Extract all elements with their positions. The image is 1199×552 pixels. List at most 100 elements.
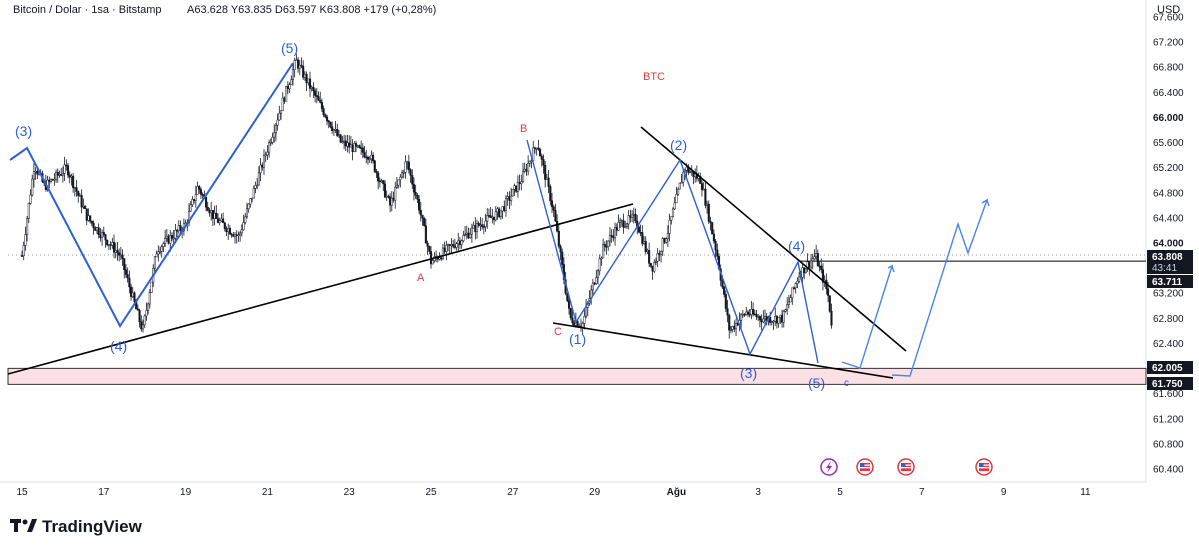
candle: [746, 309, 750, 318]
candle: [223, 221, 226, 232]
time-tick-label: 19: [180, 487, 192, 498]
candle: [312, 82, 315, 99]
candle: [380, 178, 383, 183]
time-tick-label: 21: [262, 487, 274, 498]
zone-bottom-tag: 61.750: [1147, 377, 1193, 390]
candle: [445, 240, 448, 261]
candle: [107, 244, 110, 251]
candle: [387, 194, 390, 199]
candle: [273, 124, 276, 143]
candle: [126, 267, 129, 283]
candle: [760, 314, 763, 331]
candle: [121, 249, 124, 266]
candle: [709, 216, 712, 231]
candle: [249, 197, 252, 208]
tradingview-logo-icon: [10, 519, 37, 532]
us-flag-event-icon[interactable]: [856, 458, 874, 476]
candle: [165, 229, 168, 242]
candle: [798, 272, 801, 284]
candle: [668, 213, 671, 242]
candle: [92, 220, 95, 235]
candle: [596, 268, 600, 285]
candle: [724, 290, 727, 313]
candle: [336, 123, 339, 138]
candle: [322, 105, 325, 118]
candle: [424, 218, 427, 244]
candle: [796, 277, 799, 289]
candle: [750, 301, 753, 320]
candle: [99, 228, 102, 242]
candle: [625, 222, 629, 229]
candle: [78, 193, 81, 197]
candle: [211, 210, 214, 227]
candle: [109, 241, 112, 250]
bar-countdown: 43:41: [1152, 263, 1177, 274]
candle: [262, 149, 266, 175]
candle: [561, 248, 564, 270]
candle: [745, 306, 748, 316]
candle: [671, 207, 675, 218]
wave-label-4: (4): [110, 338, 127, 354]
candle: [344, 135, 347, 152]
candle: [481, 218, 484, 230]
candle: [361, 143, 364, 159]
candle: [521, 162, 525, 183]
symbol-title: Bitcoin / Dolar · 1sa · Bitstamp: [13, 4, 162, 16]
candle: [392, 191, 395, 203]
zone-top-value: 62.005: [1152, 363, 1183, 374]
candle: [646, 248, 649, 255]
candle: [48, 176, 51, 189]
candlestick-series: [20, 53, 833, 339]
wave-label-3: (3): [15, 123, 32, 139]
us-flag-event-icon[interactable]: [975, 458, 993, 476]
candle: [467, 227, 470, 240]
candle: [240, 224, 243, 237]
candle: [666, 225, 669, 248]
candle: [101, 229, 104, 246]
candle: [680, 174, 683, 184]
candle: [368, 156, 371, 164]
impulse-wave-path: [9, 62, 294, 328]
time-axis[interactable]: 15 17 19 21 23 25 27 29 Ağu 3 5 7 9 11: [16, 487, 1091, 498]
candle: [479, 216, 482, 231]
candle: [377, 170, 380, 190]
candle: [303, 71, 306, 81]
candle: [493, 216, 496, 225]
candle: [239, 230, 242, 242]
price-tick-label: 67.600: [1153, 12, 1184, 23]
candle: [112, 234, 116, 259]
time-tick-label: 15: [16, 487, 28, 498]
price-tick-label: 66.000: [1153, 113, 1184, 124]
candle: [591, 278, 594, 295]
candle: [474, 217, 477, 240]
time-tick-label: 27: [507, 487, 519, 498]
candle: [75, 179, 78, 197]
candle: [576, 319, 579, 328]
candle: [539, 147, 542, 157]
candle: [639, 224, 642, 237]
candle: [504, 195, 508, 217]
level-price-value: 63.711: [1152, 277, 1182, 288]
candle: [450, 237, 453, 254]
price-axis[interactable]: 60.40060.80061.20061.60062.00062.40062.8…: [1153, 12, 1184, 475]
candle: [729, 326, 732, 334]
candle: [629, 209, 632, 223]
candle: [470, 223, 473, 243]
candle: [429, 245, 433, 269]
candle: [317, 91, 320, 101]
candle: [678, 182, 681, 190]
lightning-event-icon[interactable]: [820, 458, 838, 476]
candle: [307, 78, 310, 86]
candle: [753, 309, 756, 316]
us-flag-event-icon[interactable]: [897, 458, 915, 476]
candle: [743, 313, 746, 317]
candle: [421, 214, 424, 226]
time-tick-label: 9: [1001, 487, 1007, 498]
candle: [603, 241, 606, 252]
candle: [155, 250, 158, 258]
candle: [602, 238, 605, 259]
price-tick-label: 60.400: [1153, 465, 1184, 476]
candle: [276, 113, 279, 131]
candle: [319, 91, 322, 104]
